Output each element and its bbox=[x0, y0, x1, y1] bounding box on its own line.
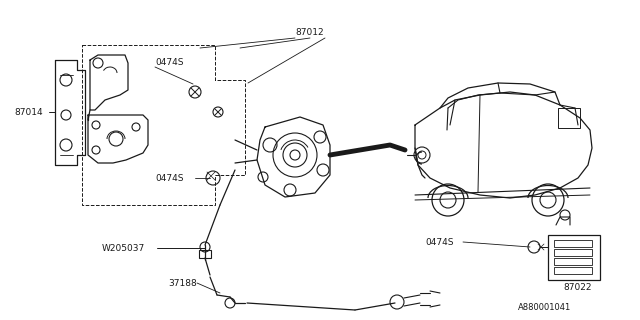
Text: 0474S: 0474S bbox=[425, 237, 454, 246]
Text: 0474S: 0474S bbox=[155, 173, 184, 182]
Bar bbox=[554, 249, 592, 256]
Bar bbox=[554, 240, 592, 247]
Text: 87012: 87012 bbox=[295, 28, 324, 36]
Bar bbox=[554, 267, 592, 274]
Text: 0474S: 0474S bbox=[155, 58, 184, 67]
Text: A880001041: A880001041 bbox=[518, 303, 572, 313]
Text: 87022: 87022 bbox=[563, 284, 591, 292]
Text: W205037: W205037 bbox=[102, 244, 145, 252]
Bar bbox=[558, 108, 580, 128]
Text: 37188: 37188 bbox=[168, 278, 196, 287]
Bar bbox=[199, 250, 211, 258]
Bar bbox=[548, 235, 600, 280]
Text: 87014: 87014 bbox=[14, 108, 43, 116]
Bar bbox=[554, 258, 592, 265]
